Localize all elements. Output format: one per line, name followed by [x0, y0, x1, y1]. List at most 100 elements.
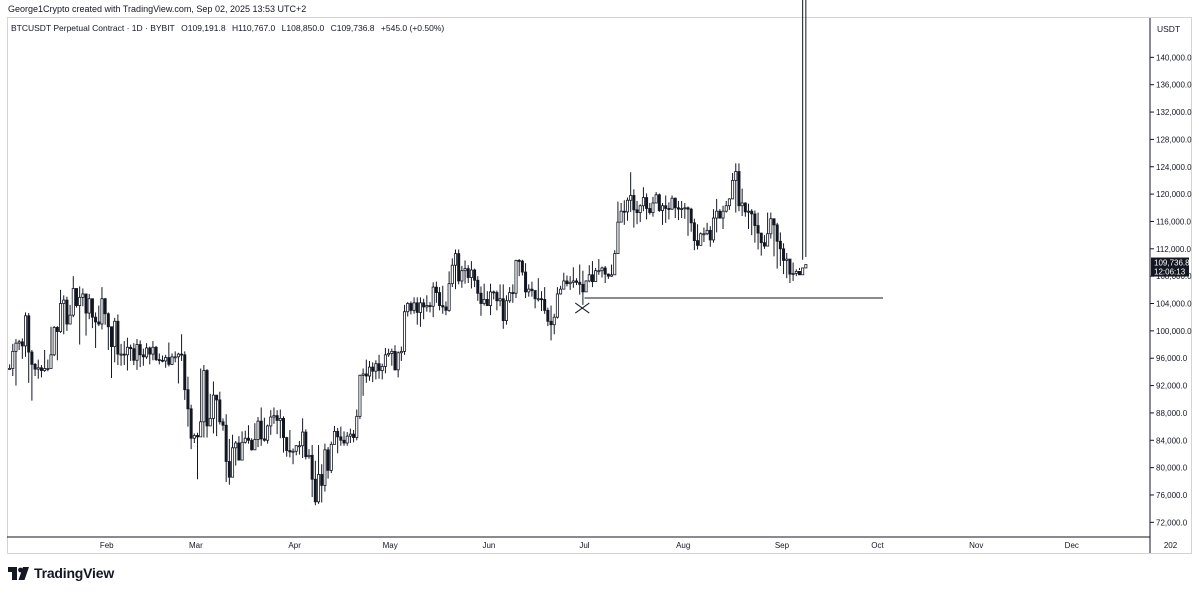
- candle: [645, 193, 649, 220]
- candle: [772, 218, 776, 257]
- candle: [473, 268, 477, 288]
- candle: [304, 429, 308, 460]
- candle: [132, 343, 136, 366]
- candle: [110, 326, 114, 379]
- chart-frame[interactable]: [7, 17, 1192, 554]
- candle: [329, 441, 333, 474]
- candle: [606, 273, 610, 279]
- last-price-label: 109,736.812:06:13: [1151, 257, 1190, 277]
- time-axis: Feb Mar Apr May Jun Jul Aug Sep Oct Nov Dec 202: [7, 536, 1178, 550]
- candle: [151, 341, 155, 361]
- candle: [326, 447, 330, 479]
- candle: [527, 284, 531, 297]
- candle: [33, 363, 37, 376]
- drawings-layer: [575, 297, 883, 314]
- candle: [568, 276, 572, 290]
- candle: [78, 286, 82, 345]
- price-tick-label: 136,000.0: [1156, 81, 1192, 90]
- currency-label: USDT: [1157, 24, 1180, 34]
- candle: [555, 287, 559, 319]
- candle: [180, 334, 184, 361]
- candle: [348, 428, 352, 444]
- candle: [727, 198, 731, 210]
- candle: [753, 210, 757, 243]
- candle: [409, 301, 413, 315]
- candle: [571, 267, 575, 288]
- price-tick-label: 76,000.0: [1156, 491, 1188, 500]
- candle: [651, 196, 655, 217]
- candle: [594, 267, 598, 283]
- candle: [11, 343, 15, 376]
- candle: [489, 283, 493, 316]
- candle: [610, 264, 614, 277]
- candle: [202, 365, 206, 438]
- candle: [791, 262, 795, 281]
- candle: [552, 313, 556, 335]
- candle: [565, 275, 569, 287]
- candle: [352, 430, 356, 443]
- candle: [52, 326, 56, 357]
- candle: [479, 286, 483, 316]
- candle: [94, 312, 98, 348]
- candle: [145, 343, 149, 359]
- candle: [715, 198, 719, 233]
- candle: [307, 449, 311, 459]
- candle: [199, 368, 203, 438]
- candle: [657, 193, 661, 212]
- candle: [453, 249, 457, 290]
- candle: [97, 305, 101, 327]
- candle: [119, 343, 123, 366]
- time-tick-label: Jul: [579, 541, 589, 550]
- candle: [81, 288, 85, 307]
- price-tick-label: 96,000.0: [1156, 354, 1188, 363]
- candle: [148, 346, 152, 365]
- candle: [49, 326, 53, 369]
- candle: [320, 464, 324, 503]
- candle: [476, 276, 480, 301]
- candle: [680, 200, 684, 219]
- candle: [262, 417, 266, 442]
- tradingview-logo[interactable]: TradingView: [8, 565, 114, 581]
- candle: [441, 285, 445, 314]
- candle: [683, 202, 687, 219]
- candle: [517, 259, 521, 277]
- candle: [278, 409, 282, 439]
- price-tick-label: 88,000.0: [1156, 409, 1188, 418]
- candle: [750, 209, 754, 236]
- candle: [59, 289, 63, 333]
- legend-symbol[interactable]: BTCUSDT Perpetual Contract · 1D · BYBIT: [11, 23, 175, 33]
- candle: [196, 432, 200, 480]
- candle: [218, 391, 222, 425]
- price-tick-label: 128,000.0: [1156, 135, 1192, 144]
- candle: [422, 298, 426, 320]
- candle: [603, 265, 607, 283]
- candle: [227, 438, 231, 485]
- candle: [231, 434, 235, 478]
- symbol-legend: BTCUSDT Perpetual Contract · 1D · BYBIT …: [11, 23, 448, 33]
- candle: [317, 445, 321, 504]
- time-tick-label: May: [383, 541, 398, 550]
- candle: [546, 307, 550, 327]
- candle: [183, 351, 187, 400]
- candle: [705, 222, 709, 236]
- candle: [457, 249, 461, 285]
- candle: [632, 189, 636, 228]
- candle: [116, 314, 120, 366]
- candle: [294, 445, 298, 456]
- candle: [301, 418, 305, 459]
- candle: [670, 195, 674, 210]
- candle: [756, 212, 760, 250]
- candle: [383, 347, 387, 374]
- price-tick-label: 112,000.0: [1156, 245, 1192, 254]
- x-marker-icon[interactable]: [575, 302, 590, 314]
- candle: [692, 218, 696, 251]
- candle: [46, 359, 50, 372]
- candle: [68, 304, 72, 325]
- candle: [743, 202, 747, 217]
- price-tick-label: 116,000.0: [1156, 217, 1192, 226]
- candle: [406, 302, 410, 317]
- candle: [8, 364, 12, 370]
- candle: [549, 305, 553, 341]
- candle: [253, 423, 257, 451]
